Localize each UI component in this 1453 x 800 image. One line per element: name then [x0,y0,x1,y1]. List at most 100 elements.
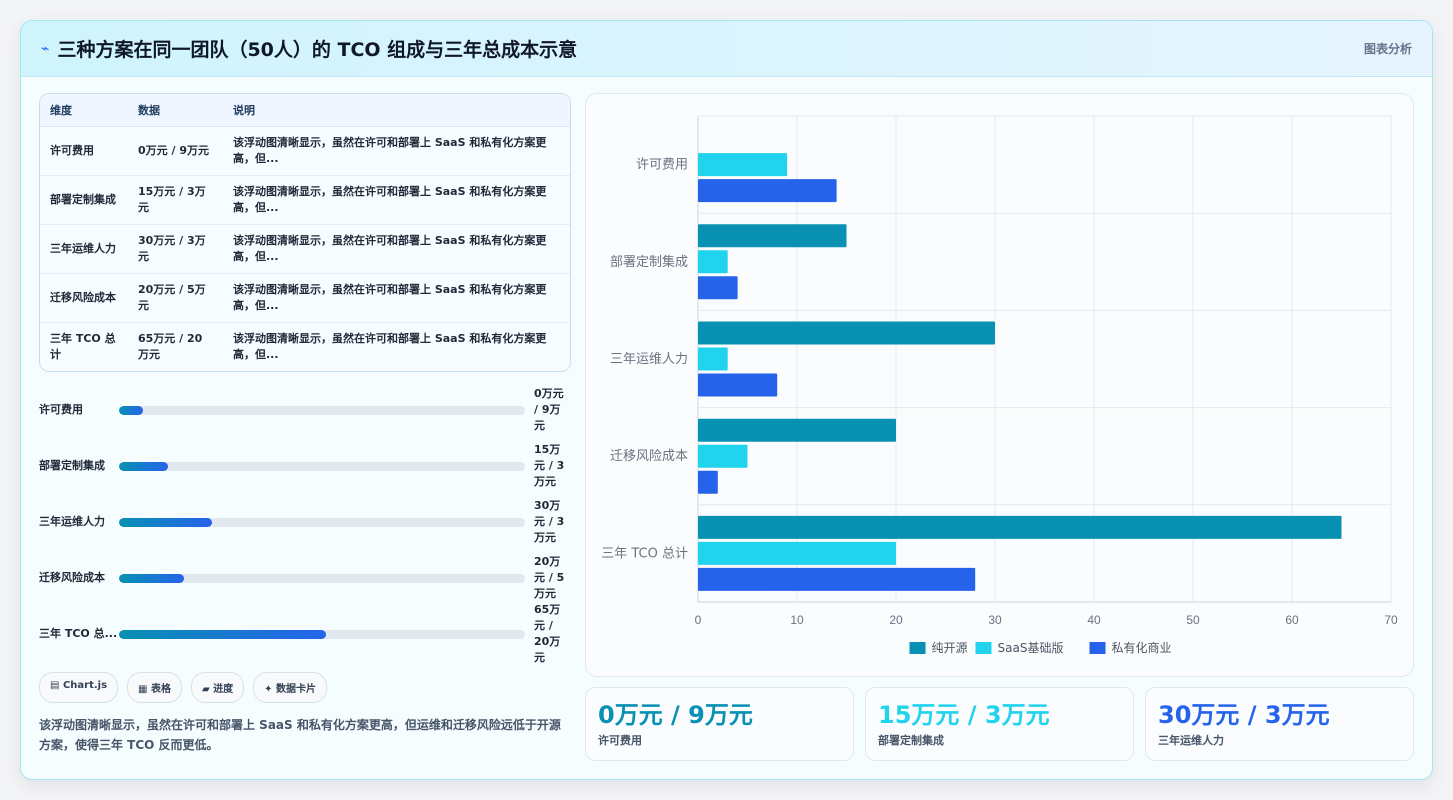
legend-label: 纯开源 [932,641,968,655]
bar [698,276,738,300]
bar [698,515,1342,539]
chip-label: 数据卡片 [276,684,317,695]
chip-label: Chart.js [62,680,108,691]
y-tick-label: 部署定制集成 [610,254,688,270]
progress-fill [119,629,327,639]
table-cell: 该浮动图清晰显示，虽然在许可和部署上 SaaS 和私有化方案更高，但... [223,273,570,323]
chip-table[interactable]: ▦ 表格 [127,672,182,703]
bar [698,347,728,371]
progress-fill [119,461,168,471]
kpi-value: 30万元 / 3万元 [1158,701,1330,729]
bar [698,321,995,345]
table-cell: 许可费用 [40,126,128,176]
x-tick-label: 50 [1186,613,1200,627]
table-cell: 30万元 / 3万元 [128,224,223,274]
progress-track [119,405,525,415]
bar [698,179,837,203]
x-tick-label: 60 [1285,613,1299,627]
table-row: 三年运维人力 30万元 / 3万元 该浮动图清晰显示，虽然在许可和部署上 Saa… [40,224,570,274]
sparkle-icon: ✦ [264,684,273,695]
table-cell: 该浮动图清晰显示，虽然在许可和部署上 SaaS 和私有化方案更高，但... [223,126,570,176]
bar [698,224,847,248]
progress-track [119,629,525,639]
progress-value: 65万元 / 20万元 [534,603,561,664]
progress-value: 30万元 / 3万元 [534,499,565,544]
y-tick-label: 三年 TCO 总计 [601,546,688,561]
progress-value: 15万元 / 3万元 [534,443,565,488]
progress-label: 三年 TCO 总... [39,627,118,640]
chart-caption: 该浮动图清晰显示，虽然在许可和部署上 SaaS 和私有化方案更高，但运维和迁移风… [39,718,561,752]
bar [698,567,976,591]
x-tick-label: 10 [790,613,804,627]
x-tick-label: 0 [695,613,702,627]
x-tick-label: 40 [1087,613,1101,627]
chip-label: 进度 [213,684,234,695]
progress-value: 0万元 / 9万元 [534,387,564,432]
table-cell: 20万元 / 5万元 [128,273,223,323]
bar [698,541,896,565]
table-cell: 迁移风险成本 [40,273,128,323]
progress-row: 迁移风险成本 20万元 / 5万元 [39,550,571,606]
table-header-row: 维度 数据 说明 [40,94,570,127]
bar [698,373,778,397]
y-tick-label: 迁移风险成本 [610,449,688,464]
progress-track [119,573,525,583]
progress-value: 20万元 / 5万元 [534,555,565,600]
kpi-card: 15万元 / 3万元 部署定制集成 [865,687,1134,761]
left-panel: 维度 数据 说明 许可费用 0万元 / 9万元 该浮动图清晰显示，虽然在许可和部… [39,93,571,755]
progress-fill [119,517,213,527]
table-cell: 三年 TCO 总计 [50,331,116,361]
bar [698,470,718,494]
legend-label: SaaS基础版 [998,641,1064,655]
table-cell: 0万元 / 9万元 [128,126,223,176]
x-tick-label: 30 [988,613,1002,627]
chip-progress[interactable]: ▰ 进度 [190,672,245,703]
chart-icon: ▤ [50,680,60,691]
data-table: 维度 数据 说明 许可费用 0万元 / 9万元 该浮动图清晰显示，虽然在许可和部… [39,93,571,372]
page-title: 三种方案在同一团队（50人）的 TCO 组成与三年总成本示意 [57,39,578,61]
kpi-label: 部署定制集成 [878,734,944,747]
table-cell: 该浮动图清晰显示，虽然在许可和部署上 SaaS 和私有化方案更高，但... [233,331,547,361]
progress-label: 三年运维人力 [39,515,105,528]
progress-list: 许可费用 0万元 / 9万元 部署定制集成 15万元 / 3万元 三年运维人力 … [39,382,571,664]
column-header: 数据 [128,94,223,127]
y-tick-label: 三年运维人力 [610,352,688,367]
legend-swatch [975,642,992,654]
kpi-card: 30万元 / 3万元 三年运维人力 [1145,687,1414,761]
x-tick-label: 70 [1384,613,1398,627]
kpi-card: 0万元 / 9万元 许可费用 [585,687,854,761]
chip-label: 表格 [150,684,171,695]
dashboard-card: ⌁ 三种方案在同一团队（50人）的 TCO 组成与三年总成本示意 图表分析 维度… [20,20,1433,780]
kpi-label: 三年运维人力 [1158,734,1224,747]
y-tick-label: 许可费用 [636,158,688,173]
legend-swatch [1089,642,1106,654]
card-header: ⌁ 三种方案在同一团队（50人）的 TCO 组成与三年总成本示意 图表分析 [21,21,1432,77]
progress-label: 许可费用 [39,403,83,416]
chip-chartjs[interactable]: ▤ Chart.js [39,672,119,703]
bar [698,153,788,177]
kpi-label: 许可费用 [598,734,642,747]
progress-row: 部署定制集成 15万元 / 3万元 [39,438,571,494]
bar [698,250,728,274]
progress-row: 三年 TCO 总... 65万元 / 20万元 [39,603,571,664]
progress-fill [119,573,184,583]
table-row: 迁移风险成本 20万元 / 5万元 该浮动图清晰显示，虽然在许可和部署上 Saa… [40,273,570,323]
table-cell: 15万元 / 3万元 [128,175,223,225]
analysis-tag: 图表分析 [1363,42,1412,56]
table-cell: 部署定制集成 [40,175,128,225]
table-row: 三年 TCO 总计 65万元 / 20万元 该浮动图清晰显示，虽然在许可和部署上… [40,322,570,371]
progress-icon: ▰ [201,684,210,695]
chart-panel: 0 10 20 30 40 50 60 70 许可费用部署定制集成 三年运维人力 迁移风险成本三年 … [585,93,1414,677]
bar [698,444,748,468]
table-cell: 65万元 / 20万元 [138,331,203,361]
bar [698,418,896,442]
progress-row: 许可费用 0万元 / 9万元 [39,382,571,438]
x-tick-label: 20 [889,613,903,627]
legend-swatch [909,642,926,654]
bar-chart: 0 10 20 30 40 50 60 70 许可费用部署定制集成三年运维人力迁移风险成本三年 … [601,115,1398,655]
legend-label: 私有化商业 [1112,640,1172,655]
kpi-row: 0万元 / 9万元 许可费用 15万元 / 3万元 部署定制集成 30万元 / … [585,687,1414,761]
chip-data-card[interactable]: ✦ 数据卡片 [253,672,328,703]
progress-label: 迁移风险成本 [39,571,105,584]
progress-fill [119,405,144,415]
